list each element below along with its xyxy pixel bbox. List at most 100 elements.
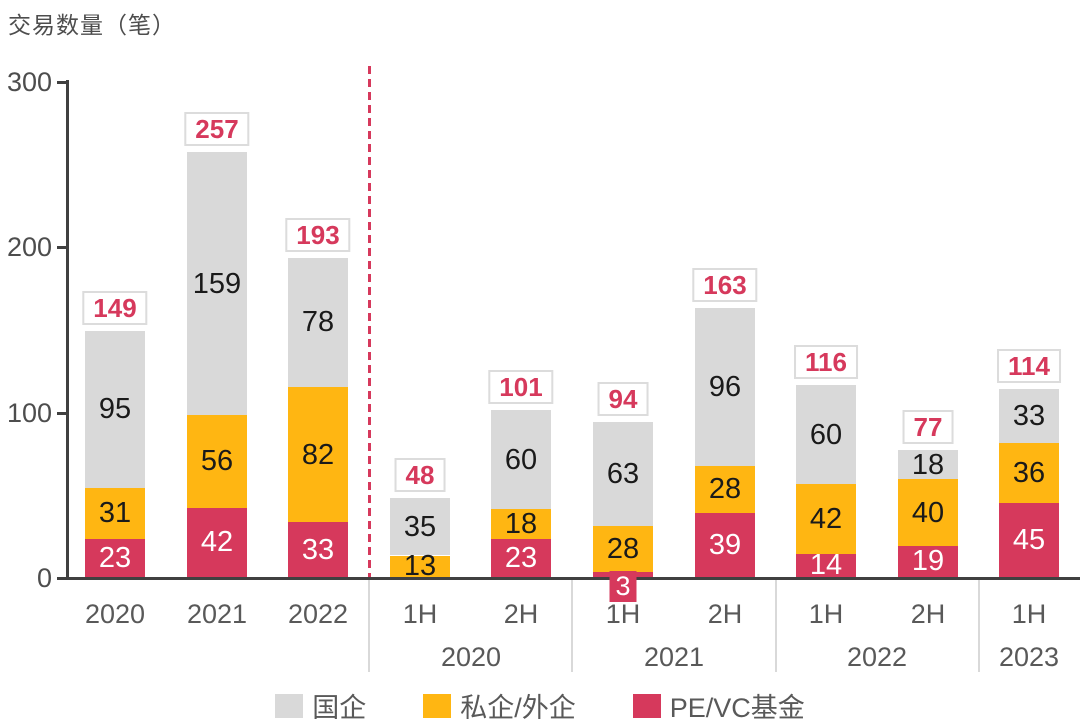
bar-segment-私企/外企 [491, 509, 551, 539]
x-axis-group-separator [978, 578, 980, 672]
segment-value-label: 18 [911, 448, 945, 481]
bar-total-label: 101 [488, 370, 554, 404]
bar-total-label: 257 [184, 112, 250, 147]
legend-swatch [275, 693, 304, 718]
segment-value-label: 23 [504, 541, 538, 574]
y-axis-tick-mark [57, 246, 68, 250]
segment-value-label: 28 [606, 532, 640, 565]
y-axis-tick-mark [57, 81, 68, 84]
segment-value-label: 14 [809, 549, 843, 582]
bar-segment-PE/VC基金 [999, 502, 1059, 577]
bar-segment-私企/外企 [695, 466, 755, 513]
x-axis-category-label: 1H [1011, 599, 1047, 629]
y-axis-tick-mark [57, 411, 68, 415]
legend-label: 私企/外企 [460, 693, 576, 719]
segment-value-label: 42 [809, 503, 843, 536]
bar-segment-私企/外企 [187, 414, 247, 508]
segment-value-label: 19 [911, 545, 945, 578]
bar-segment-PE/VC基金 [695, 512, 755, 577]
annual-halfyear-divider-dashed-line [368, 66, 371, 577]
bar-segment-PE/VC基金 [491, 538, 551, 577]
segment-value-label: 35 [403, 510, 437, 543]
x-axis-category-label: 2022 [287, 599, 349, 629]
segment-value-label: 33 [1012, 399, 1046, 432]
x-axis-group-separator [368, 578, 370, 672]
bar-segment-PE/VC基金 [898, 545, 958, 577]
x-axis-group-label: 2023 [998, 642, 1060, 672]
x-axis-group-label: 2022 [846, 642, 908, 672]
bar-total-label: 114 [997, 348, 1061, 383]
segment-value-label: 78 [301, 306, 335, 339]
x-axis-group-label: 2020 [440, 642, 502, 672]
x-axis-category-label: 2021 [186, 599, 248, 629]
segment-value-label: 63 [606, 457, 640, 490]
bar-segment-私企/外企 [390, 555, 450, 577]
x-axis-group-separator [775, 578, 777, 672]
bar-segment-国企 [898, 449, 958, 480]
segment-value-label: 42 [200, 526, 234, 559]
x-axis-category-label: 2H [910, 599, 946, 629]
segment-value-label: 82 [301, 438, 335, 471]
bar-segment-国企 [187, 152, 247, 415]
bar-total-label: 163 [692, 267, 758, 302]
bar-segment-国企 [85, 330, 145, 488]
segment-value-label: 45 [1012, 523, 1046, 556]
y-axis-tick-label: 0 [36, 563, 52, 593]
bar-total-label: 149 [82, 290, 148, 325]
legend-swatch [423, 693, 452, 718]
legend-label: PE/VC基金 [669, 693, 805, 719]
legend-item: PE/VC基金 [632, 686, 805, 719]
segment-value-label: 18 [504, 508, 538, 541]
segment-value-label: 36 [1012, 456, 1046, 489]
bar-total-label: 48 [394, 457, 446, 492]
x-axis-category-label: 2020 [84, 599, 146, 629]
bar-segment-国企 [288, 257, 348, 387]
bar-segment-PE/VC基金 [796, 553, 856, 577]
x-axis-category-label: 2H [707, 599, 743, 629]
x-axis-category-label: 2H [503, 599, 539, 629]
y-axis-tick-label: 200 [6, 232, 52, 263]
bar-total-label: 193 [285, 217, 351, 252]
bar-segment-私企/外企 [999, 443, 1059, 503]
legend-item: 国企 [275, 686, 366, 719]
bar-segment-PE/VC基金 [187, 507, 247, 577]
x-axis-group-label: 2021 [643, 642, 705, 672]
bar-segment-国企 [593, 421, 653, 526]
x-axis-category-label: 1H [605, 599, 641, 629]
y-axis-line [66, 80, 69, 579]
bar-segment-国企 [491, 410, 551, 510]
bar-segment-PE/VC基金 [288, 522, 348, 577]
bar-segment-私企/外企 [593, 525, 653, 573]
bar-total-label: 116 [794, 345, 858, 380]
segment-value-label: 40 [911, 496, 945, 529]
legend: 国企 私企/外企 PE/VC基金 [0, 686, 1080, 719]
segment-value-label: 13 [403, 550, 437, 583]
segment-value-label: 33 [301, 533, 335, 566]
segment-value-label: 95 [98, 393, 132, 426]
bar-segment-PE/VC基金 [85, 538, 145, 577]
x-axis-group-separator [571, 578, 573, 672]
bar-segment-国企 [796, 385, 856, 485]
legend-label: 国企 [312, 693, 367, 719]
bar-segment-私企/外企 [288, 386, 348, 523]
y-axis-tick-label: 100 [6, 397, 52, 428]
bar-total-label: 94 [597, 381, 649, 416]
segment-value-label: 60 [809, 418, 843, 451]
segment-value-label: 96 [708, 370, 742, 403]
segment-value-label: 31 [98, 497, 132, 530]
x-axis-category-label: 1H [808, 599, 844, 629]
segment-value-label: 159 [192, 267, 242, 300]
segment-value-callout: 3 [609, 571, 637, 602]
bar-segment-私企/外企 [796, 484, 856, 554]
segment-value-label: 39 [708, 528, 742, 561]
legend-swatch [632, 693, 661, 718]
x-axis-line [57, 577, 1080, 580]
bar-segment-私企/外企 [85, 487, 145, 539]
segment-value-label: 23 [98, 541, 132, 574]
bar-segment-国企 [999, 388, 1059, 444]
x-axis-category-label: 1H [402, 599, 438, 629]
segment-value-label: 28 [708, 473, 742, 506]
legend-item: 私企/外企 [423, 686, 576, 719]
y-axis-tick-label: 300 [6, 67, 52, 97]
